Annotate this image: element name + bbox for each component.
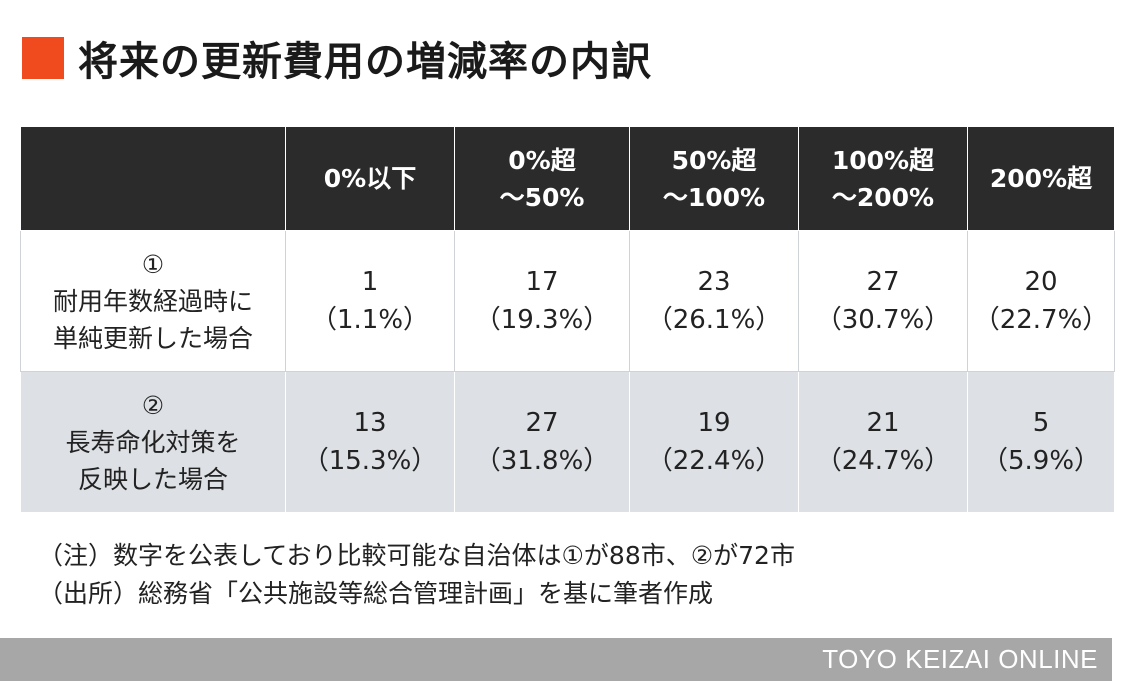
column-header-line1: 200%超 [989,164,1093,193]
table-cell: 27 （31.8%） [454,371,630,513]
cell-percent: （31.8%） [474,446,610,476]
brand-credit: TOYO KEIZAI ONLINE [822,644,1098,674]
table-cell: 19 （22.4%） [629,371,799,513]
data-table: 0%以下 0%超 ～50% 50%超 ～100% 100%超 ～200% 20 0%超 … [20,126,1115,513]
cell-value: 20 [1024,267,1058,297]
column-header-line2: ～100% [662,182,766,212]
cell-value: 19 [697,408,731,438]
table-row: ① 耐用年数経過時に 単純更新した場合 1 （1.1%） 17 （19.3%） 23… [20,230,1115,372]
table-cell: 23 （26.1%） [629,230,799,372]
cell-value: 17 [525,267,559,297]
row-label-line: 長寿命化対策を [65,427,241,457]
table-cell: 20 （22.7%） [967,230,1115,372]
cell-percent: （22.7%） [973,305,1109,335]
column-header: 50%超 ～100% [629,126,799,231]
cell-percent: （5.9%） [981,446,1101,476]
cell-percent: （1.1%） [310,305,430,335]
cell-value: 1 [361,267,379,297]
header-corner [20,126,286,231]
table-cell: 1 （1.1%） [285,230,455,372]
column-header-line1: 50%超 [671,145,757,175]
cell-percent: （26.1%） [646,305,782,335]
row-label-line: ① [141,249,165,279]
cell-value: 5 [1032,408,1050,438]
cell-percent: （22.4%） [646,446,782,476]
cell-percent: （30.7%） [815,305,951,335]
row-label-line: ② [141,390,165,420]
cell-percent: （19.3%） [474,305,610,335]
footer-bar: TOYO KEIZAI ONLINE [0,638,1112,681]
cell-percent: （24.7%） [815,446,951,476]
row-label-line: 耐用年数経過時に [52,286,253,316]
column-header: 0%超 ～50% [454,126,630,231]
cell-value: 13 [353,408,387,438]
column-header: 0%以下 [285,126,455,231]
table-cell: 21 （24.7%） [798,371,968,513]
page-title: 将来の更新費用の増減率の内訳 [78,39,652,85]
column-header: 100%超 ～200% [798,126,968,231]
table-cell: 5 （5.9%） [967,371,1115,513]
notes: （注）数字を公表しており比較可能な自治体は①が88市、②が72市 （出所）総務省… [38,537,795,613]
cell-percent: （15.3%） [302,446,438,476]
column-header: 200%超 [967,126,1115,231]
column-header-line1: 0%超 [508,145,576,175]
cell-value: 27 [866,267,900,297]
cell-value: 21 [866,408,900,438]
title-marker [22,37,64,79]
column-header-line1: 100%超 [831,145,935,175]
column-header-line1: 0%以下 [323,164,417,193]
table-row: ② 長寿命化対策を 反映した場合 13 （15.3%） 27 （31.8%） 19 （… [20,371,1115,513]
row-label: ① 耐用年数経過時に 単純更新した場合 [20,230,286,372]
row-label-line: 反映した場合 [77,464,228,494]
source-line: （出所）総務省「公共施設等総合管理計画」を基に筆者作成 [38,579,714,608]
column-header-line2: ～200% [831,182,935,212]
table-cell: 27 （30.7%） [798,230,968,372]
title-row: 将来の更新費用の増減率の内訳 [22,28,652,88]
table-cell: 17 （19.3%） [454,230,630,372]
header-row: 0%以下 0%超 ～50% 50%超 ～100% 100%超 ～200% 200%超 [20,126,1115,231]
row-label: ② 長寿命化対策を 反映した場合 [20,371,286,513]
cell-value: 23 [697,267,731,297]
row-label-line: 単純更新した場合 [52,323,253,353]
table-cell: 13 （15.3%） [285,371,455,513]
column-header-line2: ～50% [499,182,585,212]
cell-value: 27 [525,408,559,438]
note-line: （注）数字を公表しており比較可能な自治体は①が88市、②が72市 [38,541,795,570]
